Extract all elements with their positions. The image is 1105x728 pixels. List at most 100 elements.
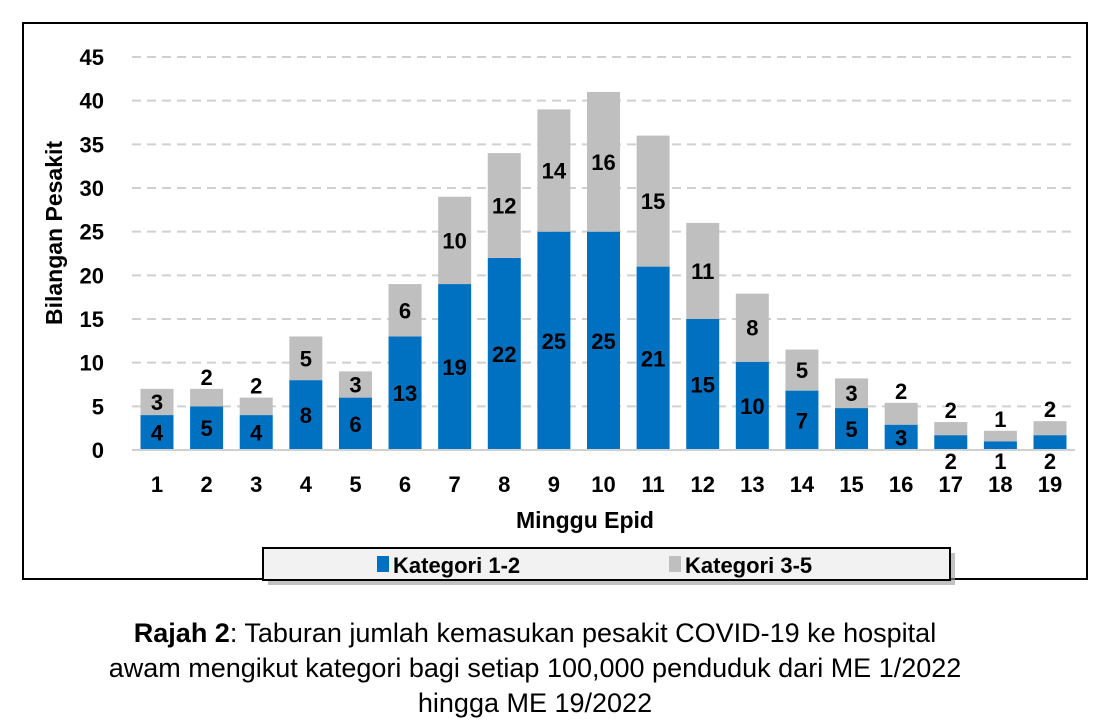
data-label: 2: [200, 365, 212, 390]
x-tick-label: 12: [690, 472, 714, 497]
data-label: 25: [591, 329, 615, 354]
legend-swatch-kategori-1-2: [377, 556, 389, 572]
bar-kategori-3-5: [388, 284, 422, 337]
data-label: 2: [895, 379, 907, 404]
bar-kategori-3-5: [636, 135, 670, 267]
bar-kategori-3-5: [735, 293, 769, 362]
y-tick-label: 40: [80, 89, 104, 114]
data-label: 13: [393, 381, 417, 406]
data-label: 12: [492, 193, 516, 218]
data-label: 14: [542, 159, 567, 184]
y-tick-label: 20: [80, 263, 104, 288]
y-tick-label: 0: [92, 438, 104, 463]
data-label: 5: [300, 346, 312, 371]
data-label: 8: [300, 403, 312, 428]
bar-kategori-3-5: [239, 397, 273, 416]
bar-kategori-3-5: [686, 222, 720, 319]
bar-kategori-3-5: [289, 336, 323, 381]
x-tick-label: 5: [349, 472, 361, 497]
bar-kategori-1-2: [735, 361, 769, 450]
legend-label-kategori-1-2: Kategori 1-2: [393, 553, 520, 578]
caption-text-1: : Taburan jumlah kemasukan pesakit COVID…: [229, 618, 937, 648]
data-label: 19: [442, 355, 466, 380]
x-tick-label: 16: [889, 472, 913, 497]
bar-kategori-1-2: [587, 231, 620, 450]
data-label: 6: [349, 412, 361, 437]
bar-kategori-1-2: [983, 441, 1017, 450]
bar-kategori-3-5: [1033, 421, 1067, 436]
x-tick-label: 10: [591, 472, 615, 497]
data-label: 3: [895, 425, 907, 450]
bar-kategori-3-5: [487, 153, 521, 258]
bar-kategori-1-2: [487, 257, 521, 450]
legend: Kategori 1-2 Kategori 3-5: [262, 547, 955, 585]
data-label: 7: [796, 408, 808, 433]
data-label: 15: [641, 189, 665, 214]
caption-line-1: Rajah 2: Taburan jumlah kemasukan pesaki…: [0, 616, 1070, 650]
bar-kategori-1-2: [537, 231, 571, 450]
bar-kategori-1-2: [140, 415, 174, 450]
data-label: 8: [746, 316, 758, 341]
data-label: 5: [796, 358, 808, 383]
data-label: 11: [691, 259, 714, 284]
x-tick-label: 15: [839, 472, 863, 497]
data-label: 2: [1044, 449, 1056, 474]
y-tick-label: 45: [80, 45, 104, 70]
data-label: 25: [542, 329, 566, 354]
bar-kategori-3-5: [338, 371, 372, 398]
x-tick-label: 19: [1038, 472, 1062, 497]
y-tick-label: 5: [92, 394, 104, 419]
bar-kategori-3-5: [190, 388, 224, 407]
x-tick-label: 1: [151, 472, 163, 497]
data-label: 5: [200, 416, 212, 441]
y-tick-label: 25: [80, 220, 104, 245]
x-axis-label: Minggu Epid: [516, 507, 654, 533]
bar-kategori-3-5: [587, 91, 620, 232]
data-label: 1: [994, 407, 1006, 432]
bar-kategori-3-5: [884, 402, 918, 425]
data-label: 22: [492, 342, 516, 367]
bar-kategori-1-2: [289, 380, 323, 450]
bar-kategori-3-5: [835, 378, 869, 409]
y-tick-label: 15: [80, 307, 104, 332]
x-tick-label: 17: [939, 472, 963, 497]
y-tick-label: 30: [80, 176, 104, 201]
x-tick-label: 9: [548, 472, 560, 497]
x-tick-label: 11: [641, 472, 664, 497]
caption-line-3: hingga ME 19/2022: [417, 688, 653, 718]
data-label: 2: [250, 374, 262, 399]
data-label: 3: [845, 381, 857, 406]
bar-kategori-3-5: [785, 349, 819, 391]
x-tick-label: 4: [300, 472, 313, 497]
x-tick-label: 18: [988, 472, 1012, 497]
legend-swatch-kategori-3-5: [669, 556, 681, 572]
bar-kategori-1-2: [785, 390, 819, 450]
caption-figure-number: Rajah 2: [133, 618, 230, 648]
data-label: 3: [151, 390, 163, 415]
bar-kategori-3-5: [983, 430, 1017, 442]
bar-kategori-1-2: [636, 266, 670, 450]
x-tick-label: 2: [200, 472, 212, 497]
x-tick-label: 13: [740, 472, 764, 497]
x-tick-label: 6: [399, 472, 411, 497]
bar-kategori-1-2: [239, 415, 273, 450]
bar-kategori-1-2: [835, 408, 869, 450]
caption-line-2: awam mengikut kategori bagi setiap 100,0…: [108, 653, 962, 683]
data-label: 4: [250, 421, 263, 446]
data-label: 5: [845, 417, 857, 442]
bar-kategori-3-5: [537, 109, 571, 232]
bar-kategori-1-2: [438, 284, 472, 450]
data-label: 21: [641, 346, 665, 371]
data-label: 2: [1044, 397, 1056, 422]
bar-kategori-1-2: [686, 319, 720, 450]
bar-kategori-3-5: [438, 196, 472, 285]
y-axis-label: Bilangan Pesakit: [41, 141, 67, 325]
y-tick-label: 10: [80, 351, 104, 376]
bar-kategori-3-5: [934, 422, 968, 436]
bar-kategori-1-2: [338, 397, 372, 450]
bar-kategori-1-2: [934, 435, 968, 450]
bar-kategori-1-2: [884, 424, 918, 450]
bar-kategori-1-2: [190, 406, 224, 450]
legend-label-kategori-3-5: Kategori 3-5: [685, 553, 812, 578]
